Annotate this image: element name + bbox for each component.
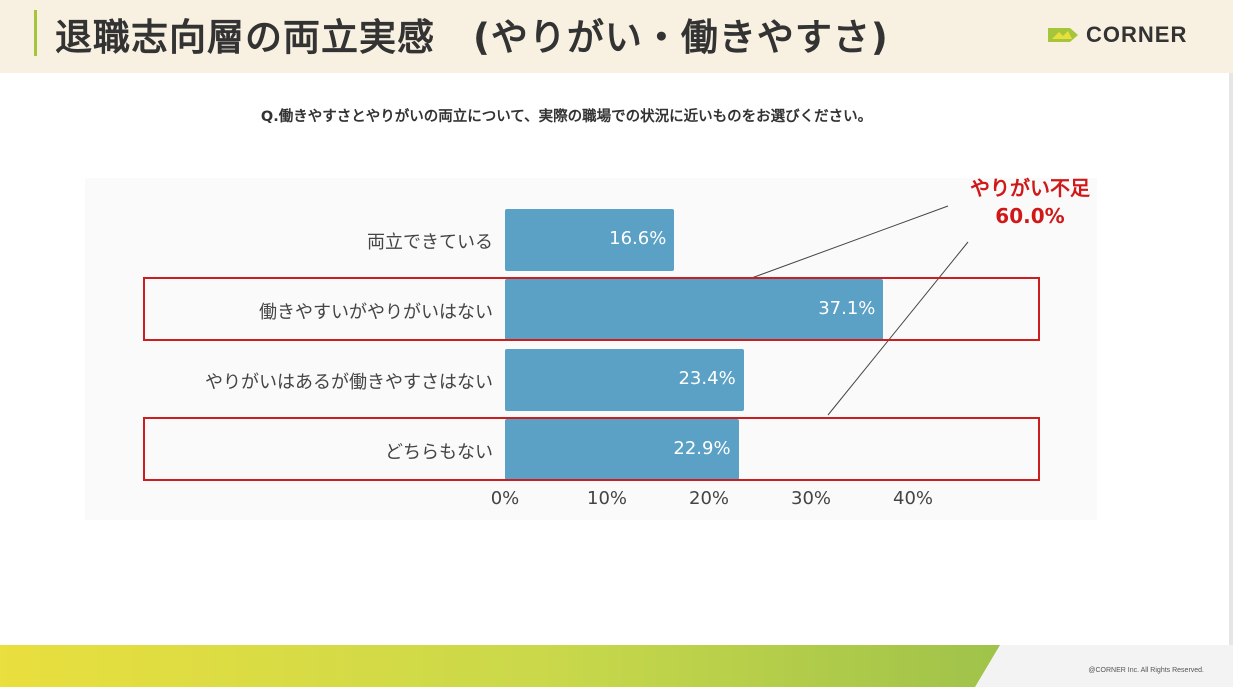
- copyright-text: @CORNER Inc. All Rights Reserved.: [1088, 667, 1204, 674]
- corner-logo-icon: [1048, 28, 1078, 42]
- question-text: Q.働きやすさとやりがいの両立について、実際の職場での状況に近いものをお選びくだ…: [260, 109, 873, 125]
- footer-band: [975, 645, 1233, 687]
- callout-annotation: やりがい不足 60.0%: [940, 174, 1120, 230]
- footer-bar: [0, 645, 1233, 687]
- page-title: 退職志向層の両立実感 (やりがい・働きやすさ): [55, 16, 889, 59]
- title-accent-bar: [34, 10, 37, 56]
- callout-label: やりがい不足: [970, 176, 1090, 200]
- logo-text: CORNER: [1086, 22, 1188, 47]
- slide-edge: [1229, 73, 1233, 645]
- corner-logo: CORNER: [1048, 22, 1187, 48]
- header-bar: 退職志向層の両立実感 (やりがい・働きやすさ) CORNER: [0, 0, 1233, 73]
- callout-value: 60.0%: [995, 204, 1065, 228]
